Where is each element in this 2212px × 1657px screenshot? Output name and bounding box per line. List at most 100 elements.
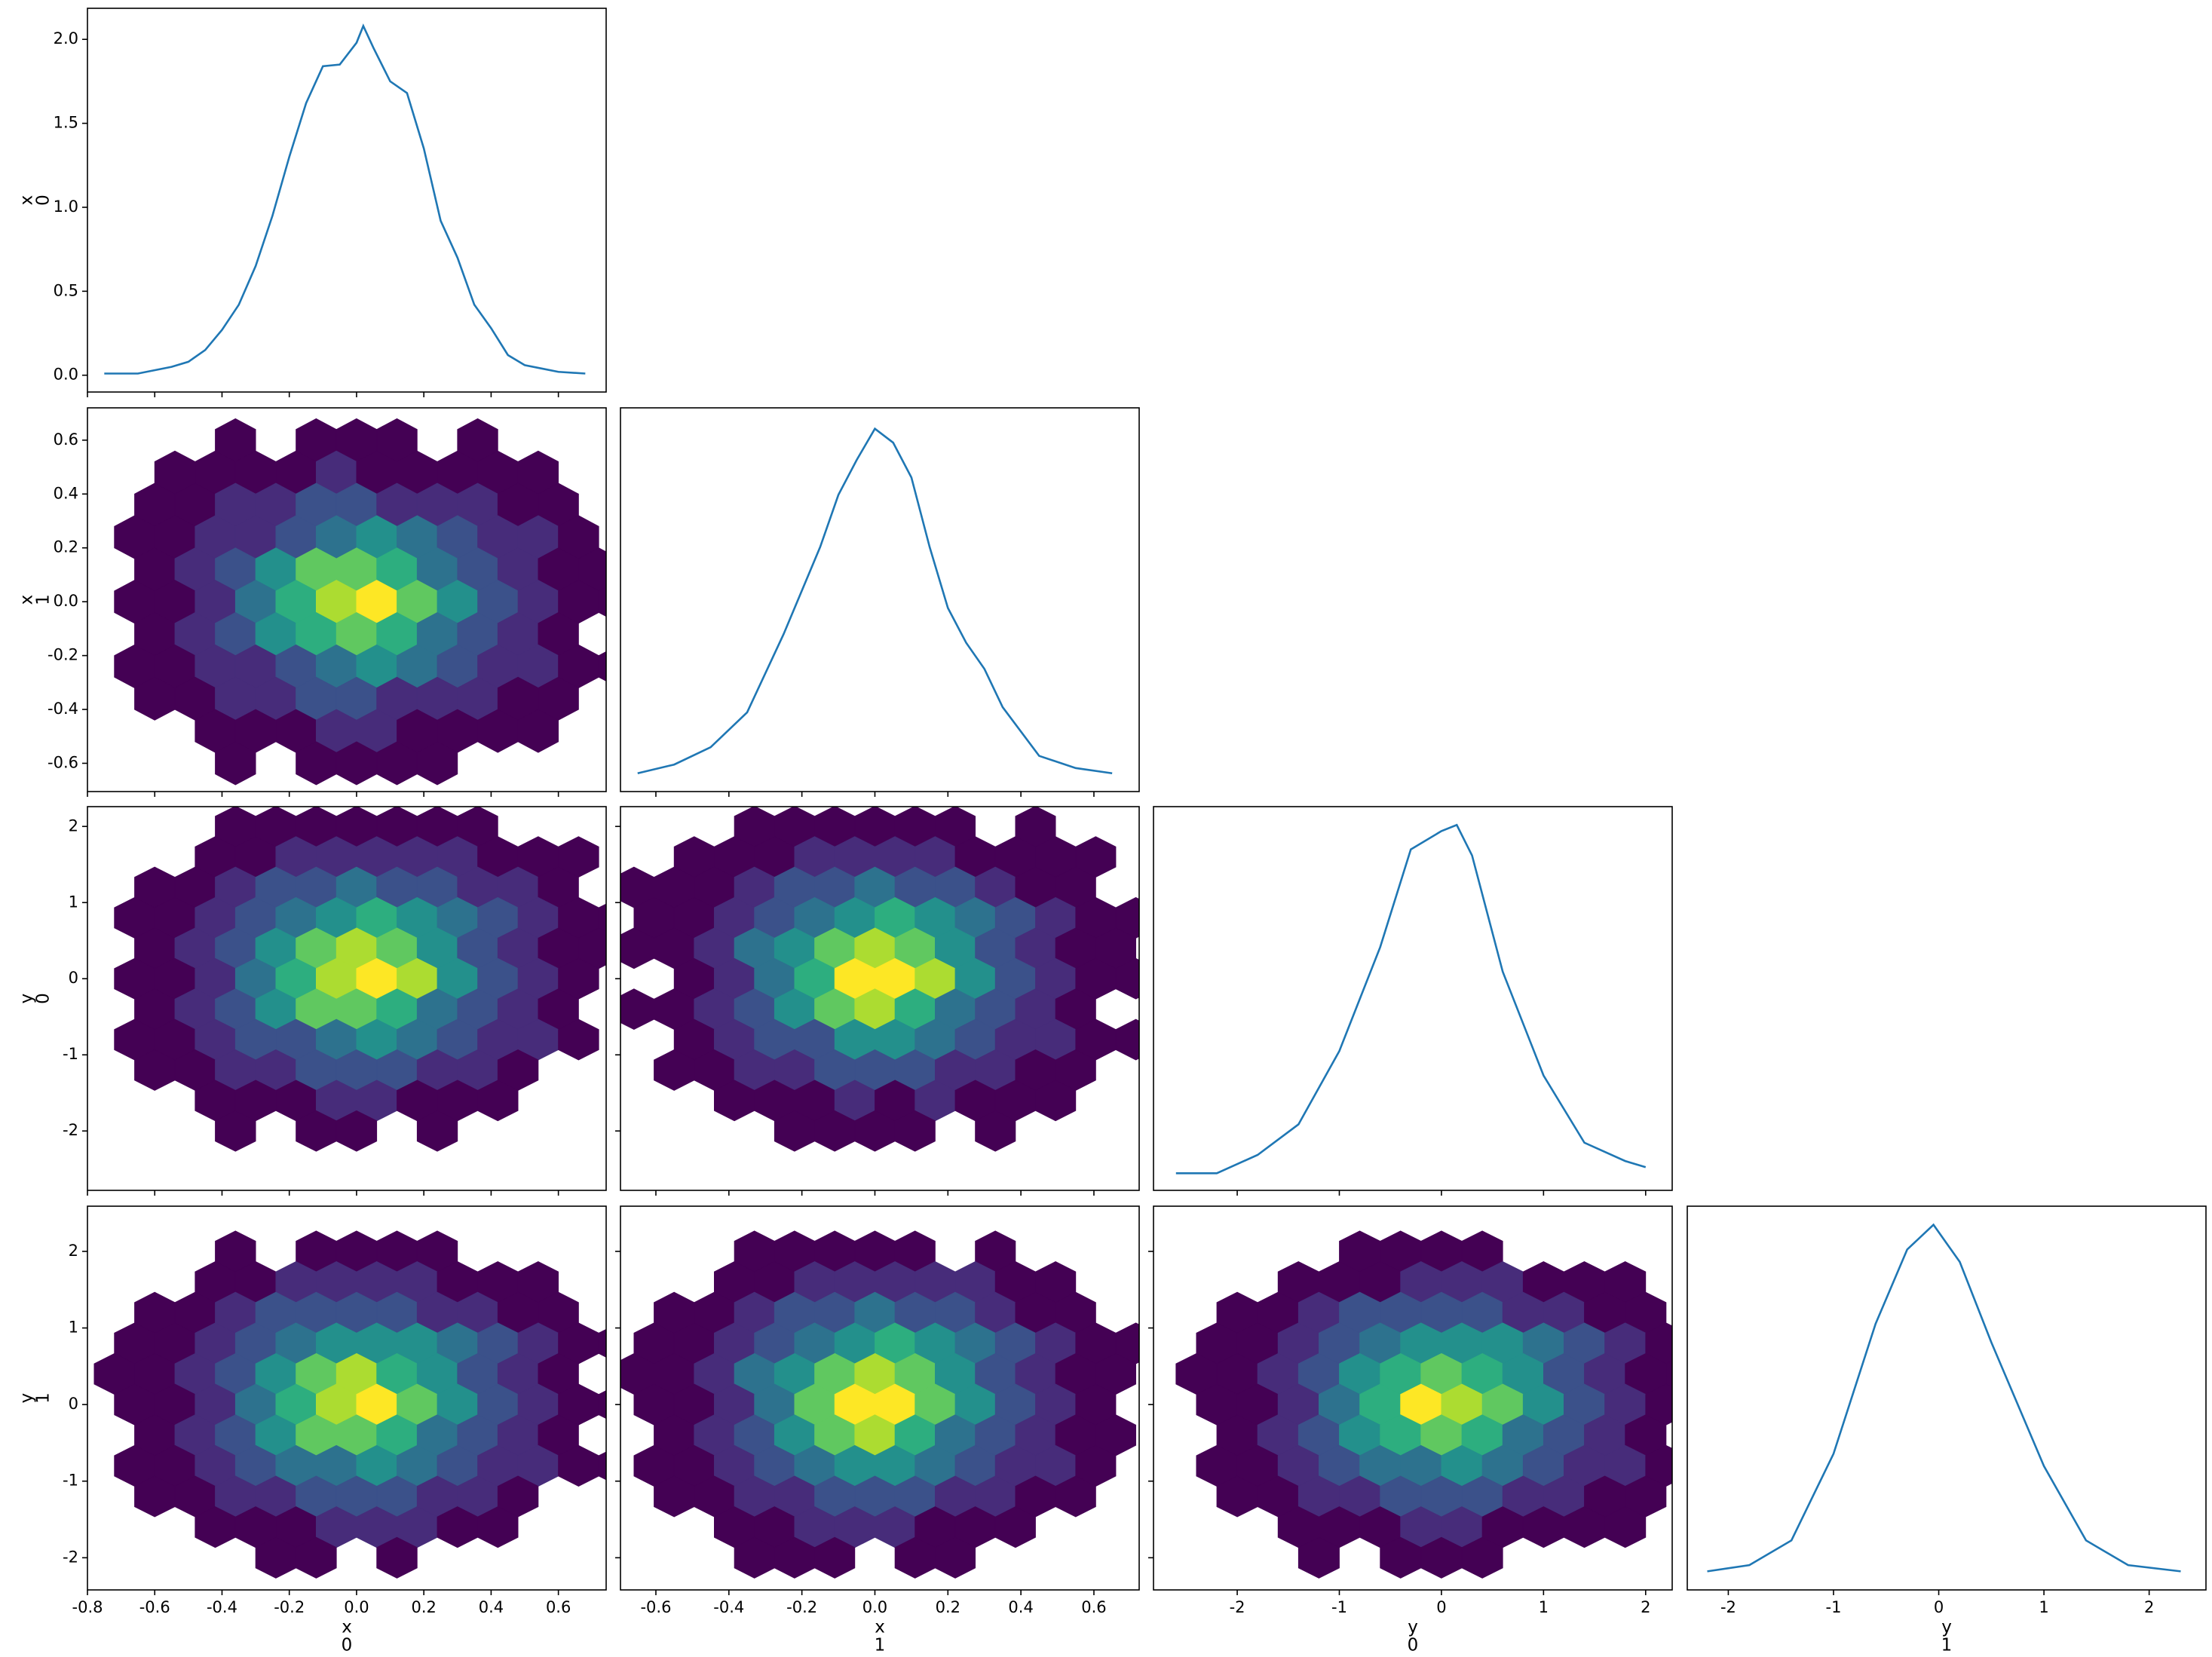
x-tick-label: -0.2 xyxy=(274,1598,305,1616)
hex-cell xyxy=(416,741,458,786)
y-tick-label: 2 xyxy=(69,1242,78,1260)
y-tick-label: 2.0 xyxy=(54,29,78,47)
y-tick-label: 0.6 xyxy=(54,430,78,449)
hex-cell xyxy=(1115,957,1139,1000)
panel xyxy=(1153,806,1673,1196)
panel: 0.0 0.5 1.0 1.5 2.0 x0 xyxy=(17,8,607,397)
x-tick-label: -1 xyxy=(1331,1598,1347,1616)
hex-cell xyxy=(598,587,606,617)
axes-frame xyxy=(1153,806,1673,1191)
y-axis-label: 0 xyxy=(34,993,54,1004)
x-tick-label: -0.6 xyxy=(640,1598,671,1616)
axes-frame xyxy=(87,407,607,792)
hex-cell xyxy=(335,1110,378,1152)
hex-cell xyxy=(1665,1360,1672,1388)
x-tick-label: -0.2 xyxy=(786,1598,817,1616)
x-axis-label: x xyxy=(342,1618,352,1637)
kde-line xyxy=(637,427,1113,775)
y-axis-label: 0 xyxy=(34,194,54,206)
hex-cell xyxy=(1604,1506,1647,1548)
x-tick-label: 0.4 xyxy=(479,1598,504,1616)
x-tick-label: -0.8 xyxy=(72,1598,103,1616)
x-tick-label: -0.6 xyxy=(139,1598,170,1616)
x-tick-label: 2 xyxy=(1641,1598,1650,1616)
axes-frame xyxy=(87,806,607,1191)
x-tick-label: 0.6 xyxy=(546,1598,571,1616)
x-tick-label: 0.2 xyxy=(411,1598,436,1616)
panel xyxy=(615,806,1140,1196)
y-tick-label: -0.2 xyxy=(47,646,78,664)
panel: -0.6 -0.4 -0.2 0.0 0.2 0.4 0.6 x1 xyxy=(615,1205,1140,1655)
hex-cell xyxy=(558,1018,599,1061)
hex-cell xyxy=(598,1390,606,1420)
x-tick-label: 0 xyxy=(1934,1598,1944,1616)
axes-frame xyxy=(87,8,607,393)
y-axis-label: y xyxy=(17,994,37,1004)
y-tick-label: -1 xyxy=(63,1472,78,1490)
y-tick-label: 2 xyxy=(69,816,78,835)
kde-line xyxy=(1707,1223,2181,1573)
y-axis-label: 1 xyxy=(34,594,54,605)
panel xyxy=(620,407,1140,797)
hex-cell xyxy=(477,1506,519,1548)
y-axis-label: 1 xyxy=(34,1392,54,1404)
x-tick-label: 0.0 xyxy=(862,1598,887,1616)
x-axis-label: x xyxy=(875,1618,885,1637)
axes-frame xyxy=(620,806,1140,1191)
hex-cell xyxy=(215,1110,256,1152)
y-axis-label: x xyxy=(17,195,37,206)
x-axis-label: y xyxy=(1941,1618,1952,1637)
x-axis-label: 0 xyxy=(1408,1636,1419,1655)
hex-cell xyxy=(376,1536,418,1579)
y-tick-label: 1.0 xyxy=(54,198,78,216)
y-axis-label: y xyxy=(17,1393,37,1404)
axes-frame xyxy=(87,1205,607,1591)
x-tick-label: 0.4 xyxy=(1008,1598,1033,1616)
axes-frame xyxy=(620,1205,1140,1591)
plot-area xyxy=(104,23,586,375)
x-axis-label: y xyxy=(1408,1618,1418,1637)
x-tick-label: 1 xyxy=(1539,1598,1549,1616)
hex-cell xyxy=(477,1080,519,1122)
kde-line xyxy=(1175,823,1647,1175)
y-axis-label: x xyxy=(17,595,37,605)
y-tick-label: 0.0 xyxy=(54,592,78,610)
y-tick-label: 0 xyxy=(69,1395,78,1413)
plot-area xyxy=(114,807,606,1152)
x-tick-label: -1 xyxy=(1826,1598,1842,1616)
x-axis-label: 0 xyxy=(342,1636,353,1655)
plot-area xyxy=(1175,823,1647,1175)
plot-area xyxy=(637,427,1113,775)
x-axis-label: 1 xyxy=(875,1636,886,1655)
plot-area xyxy=(620,807,1139,1152)
y-tick-label: 0.0 xyxy=(54,366,78,384)
plot-area xyxy=(1175,1230,1672,1579)
hex-cell xyxy=(517,709,559,753)
y-tick-label: -0.4 xyxy=(47,700,78,718)
kde-line xyxy=(104,23,586,375)
hex-cell xyxy=(598,903,606,933)
hex-cell xyxy=(975,1110,1016,1152)
plot-area xyxy=(93,1230,606,1579)
hex-cell xyxy=(1035,1080,1077,1122)
axes-frame xyxy=(620,407,1140,792)
y-tick-label: 1.5 xyxy=(54,114,78,132)
hex-cell xyxy=(1461,1536,1503,1579)
panel: -2 -1 0 1 2y1 xyxy=(1687,1205,2207,1655)
hex-cell xyxy=(598,1451,606,1481)
axes-frame xyxy=(1153,1205,1673,1591)
plot-area xyxy=(114,418,606,786)
y-tick-label: 0.2 xyxy=(54,538,78,556)
hex-cell xyxy=(994,1506,1036,1548)
y-tick-label: 0.4 xyxy=(54,484,78,502)
y-tick-label: -2 xyxy=(63,1121,78,1139)
y-tick-label: -0.6 xyxy=(47,753,78,771)
plot-area xyxy=(620,1230,1139,1579)
y-tick-label: -2 xyxy=(63,1548,78,1566)
x-tick-label: -2 xyxy=(1230,1598,1245,1616)
x-tick-label: 1 xyxy=(2039,1598,2048,1616)
